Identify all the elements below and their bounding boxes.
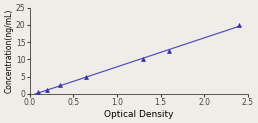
Point (237, 24, 241, 26)
Point (167, 50, 171, 52)
X-axis label: Optical Density: Optical Density (104, 110, 174, 119)
Point (45, 89, 49, 91)
Point (141, 58, 145, 60)
Point (84, 76, 88, 78)
Y-axis label: Concentration(ng/mL): Concentration(ng/mL) (4, 9, 13, 93)
Point (58, 84, 62, 86)
Point (36, 91, 41, 93)
